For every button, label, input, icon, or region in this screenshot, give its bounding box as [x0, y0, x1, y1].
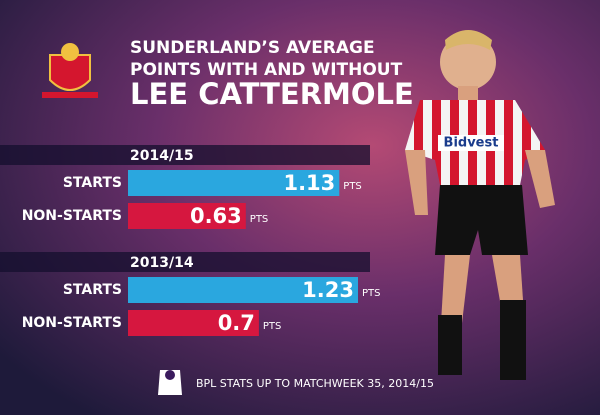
bar [128, 277, 359, 303]
bar [128, 310, 259, 336]
section-band [0, 252, 370, 272]
unit-label: PTS [362, 288, 381, 299]
title-line: POINTS WITH AND WITHOUT [130, 60, 403, 80]
title-line: SUNDERLAND’S AVERAGE [130, 38, 375, 58]
premier-league-logo [158, 370, 182, 395]
bar [128, 170, 340, 196]
player-photo: Bidvest [405, 30, 555, 380]
category-label: NON-STARTS [22, 208, 122, 224]
sponsor: Bidvest [444, 136, 499, 151]
section-band [0, 145, 370, 165]
value-label: 0.7 [218, 311, 255, 335]
title-line: LEE CATTERMOLE [130, 77, 414, 111]
section-title: 2014/15 [130, 148, 194, 164]
section-title: 2013/14 [130, 255, 194, 271]
unit-label: PTS [263, 321, 282, 332]
footer: BPL STATS UP TO MATCHWEEK 35, 2014/15 [196, 377, 434, 390]
unit-label: PTS [250, 214, 269, 225]
category-label: STARTS [63, 175, 122, 191]
value-label: 0.63 [190, 204, 242, 228]
unit-label: PTS [343, 181, 362, 192]
category-label: STARTS [63, 282, 122, 298]
value-label: 1.23 [302, 278, 354, 302]
bar [128, 203, 246, 229]
value-label: 1.13 [283, 171, 335, 195]
club-crest [42, 43, 98, 98]
category-label: NON-STARTS [22, 315, 122, 331]
